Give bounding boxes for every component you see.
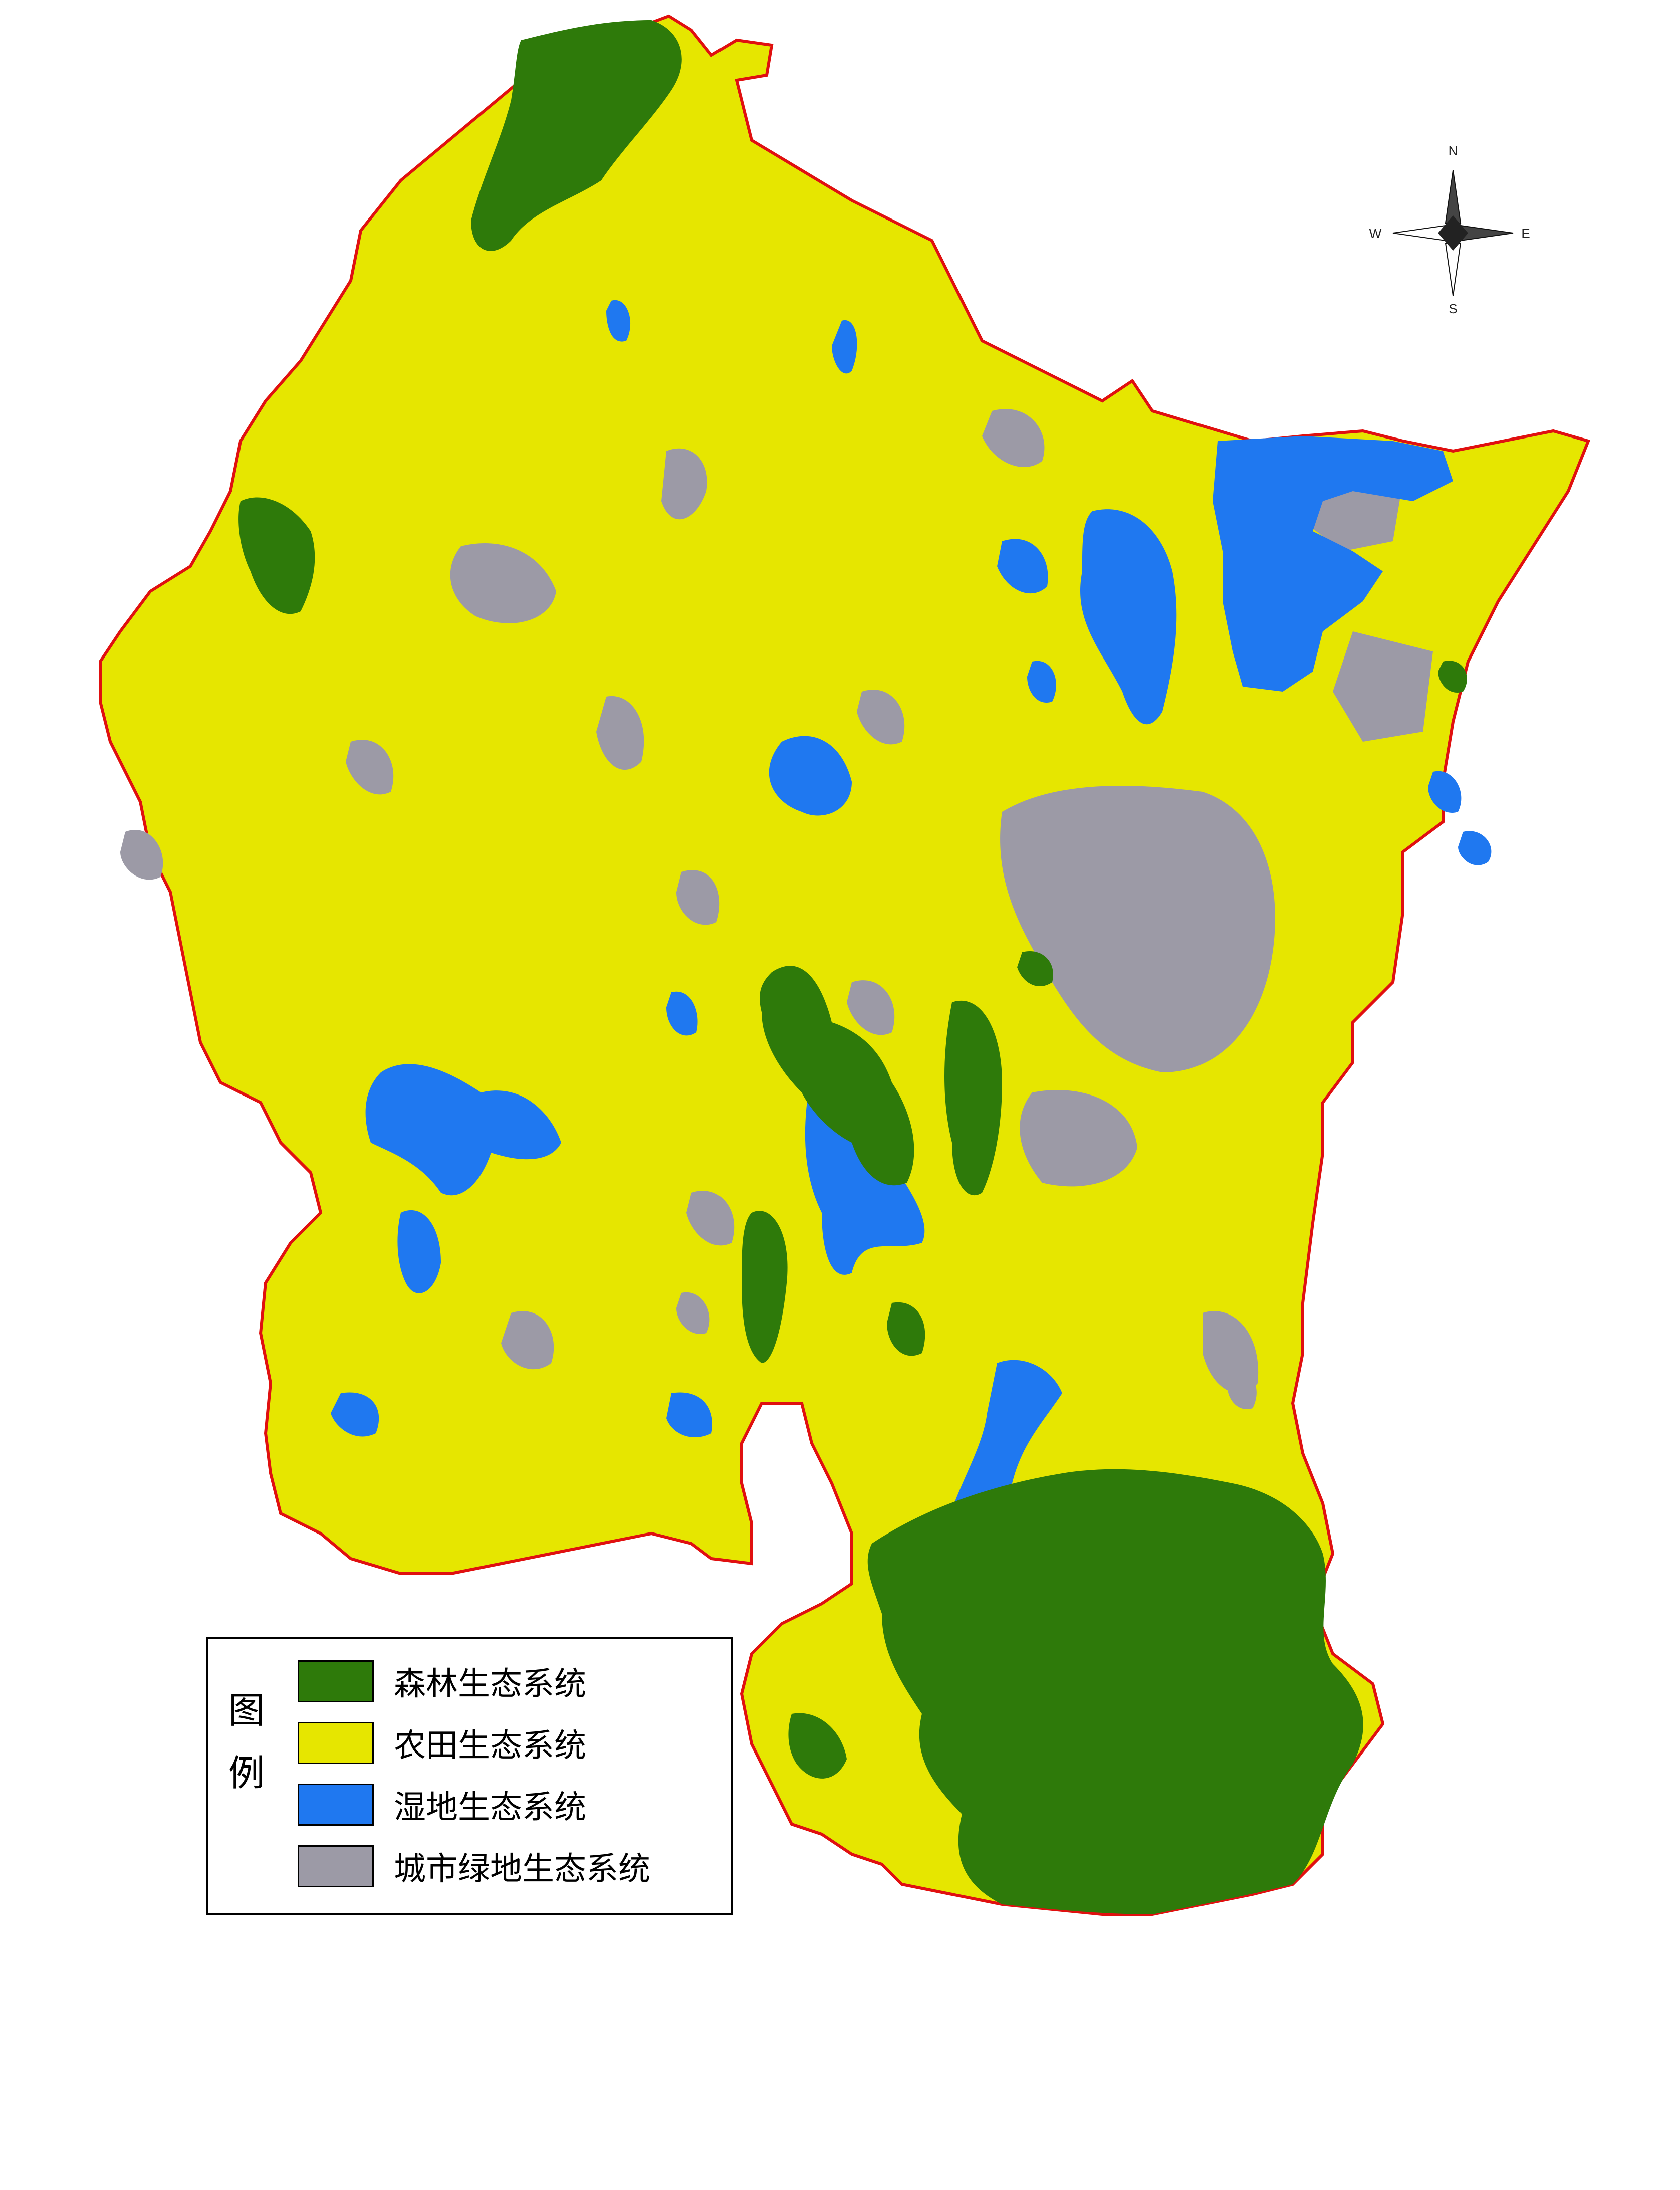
compass-west-label: W [1369,226,1382,241]
legend-label-urban-green: 城市绿地生态系统 [394,1851,650,1888]
legend-swatch-forest [298,1660,374,1702]
forest-patches [238,20,1467,1914]
legend-label-farmland: 农田生态系统 [394,1727,586,1765]
compass-rose: N S E W [1369,143,1530,316]
compass-north-label: N [1449,143,1458,158]
wetland-patches [331,300,1492,1606]
legend-swatch-wetland [298,1784,374,1826]
compass-north-point [1445,170,1462,224]
legend-item-farmland: 农田生态系统 [298,1721,586,1765]
compass-south-point [1445,243,1462,296]
map-legend: 图例 森林生态系统 农田生态系统 湿地生态系统 城市绿地生态系统 [206,1637,733,1915]
legend-item-forest: 森林生态系统 [298,1659,586,1703]
compass-south-label: S [1449,301,1457,316]
map-region-boundary [99,14,1591,1916]
legend-title: 图例 [228,1689,265,1794]
legend-item-wetland: 湿地生态系统 [298,1783,586,1827]
legend-label-wetland: 湿地生态系统 [394,1789,586,1826]
compass-west-point [1392,225,1446,242]
legend-item-urban-green: 城市绿地生态系统 [298,1844,650,1888]
legend-label-forest: 森林生态系统 [394,1666,586,1703]
legend-swatch-urban-green [298,1845,374,1887]
compass-east-label: E [1521,226,1530,241]
legend-swatch-farmland [298,1722,374,1764]
compass-east-point [1460,225,1514,242]
